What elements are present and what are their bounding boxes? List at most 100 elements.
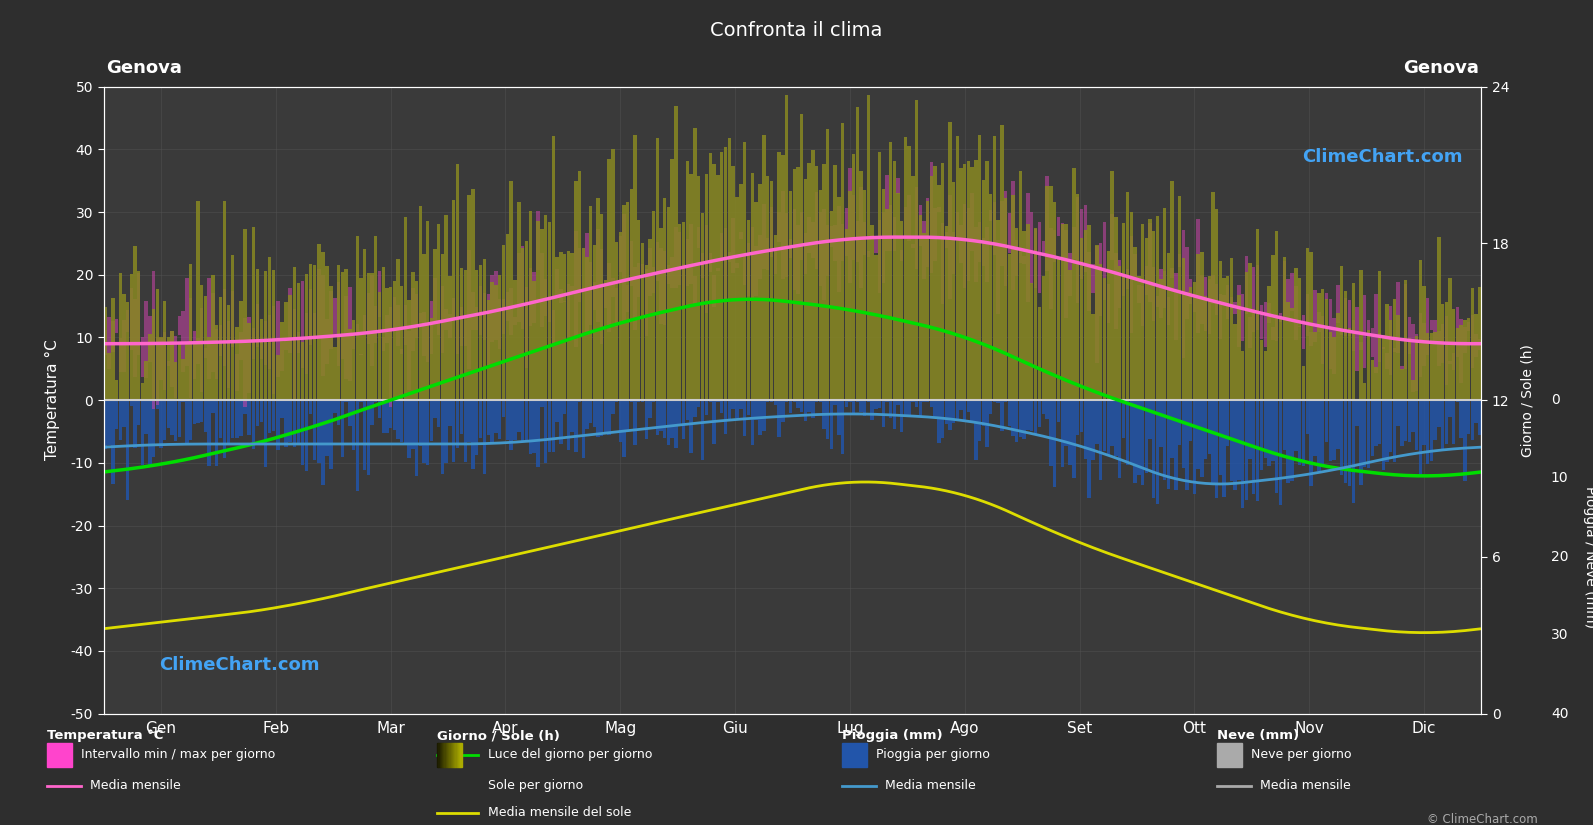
Bar [859,400,863,412]
Bar [1026,224,1029,400]
Bar [104,331,107,355]
Bar [400,349,403,355]
Bar [723,148,728,400]
Bar [578,248,581,302]
Bar [761,204,766,269]
Bar [800,400,803,412]
Bar [1351,284,1356,400]
Bar [129,274,134,400]
Bar [389,286,392,400]
Bar [897,400,900,405]
Bar [352,320,355,400]
Bar [524,286,529,369]
Bar [1126,400,1129,465]
Bar [419,400,422,446]
Bar [1359,270,1362,400]
Bar [1301,315,1305,349]
Bar [1091,264,1094,293]
Bar [551,136,554,400]
Bar [397,305,400,346]
Bar [1392,400,1395,462]
Text: Genova: Genova [1403,59,1478,78]
Bar [1126,269,1129,289]
Bar [1317,293,1321,400]
Bar [1155,400,1160,504]
Bar [280,400,284,418]
Bar [151,309,155,400]
Bar [1325,400,1329,442]
Bar [596,229,599,322]
Bar [1359,400,1362,485]
Bar [596,400,599,437]
Bar [1255,265,1260,330]
Bar [467,195,472,400]
Bar [392,280,397,400]
Bar [811,400,814,417]
Bar [255,270,260,400]
Bar [1442,400,1445,450]
Bar [284,400,288,447]
Bar [360,400,363,402]
Bar [129,400,134,407]
Bar [452,298,456,318]
Bar [196,201,199,400]
Bar [491,400,494,444]
Bar [344,400,347,402]
Bar [1408,338,1411,400]
Bar [1227,285,1230,319]
Bar [475,400,478,455]
Bar [1249,263,1252,400]
Bar [1431,320,1434,330]
Bar [1207,400,1211,455]
Bar [366,293,370,344]
Bar [1069,271,1072,400]
Bar [640,243,644,400]
Bar [1241,400,1244,508]
Bar [1437,331,1440,366]
Bar [1351,400,1356,502]
Bar [1244,256,1247,314]
Bar [881,189,886,400]
Text: Luce del giorno per giorno: Luce del giorno per giorno [487,748,652,761]
Bar [366,400,370,475]
Bar [433,249,436,400]
Text: Confronta il clima: Confronta il clima [710,21,883,40]
Bar [1163,271,1166,308]
Bar [1031,212,1034,284]
Bar [660,229,663,400]
Bar [559,400,562,444]
Bar [720,233,723,259]
Bar [833,165,836,400]
Bar [615,288,618,327]
Bar [1378,271,1381,400]
Bar [1467,322,1470,332]
Bar [352,400,355,450]
Bar [400,285,403,400]
Bar [1012,400,1015,436]
Bar [941,163,945,400]
Bar [148,334,151,400]
Bar [529,211,532,400]
Bar [1144,400,1149,473]
Bar [280,322,284,400]
Bar [486,295,491,365]
Bar [570,285,573,293]
Bar [945,400,948,424]
Bar [1364,400,1367,468]
Bar [1351,320,1356,351]
Bar [937,186,940,400]
Bar [777,400,781,437]
Bar [296,332,299,353]
Text: Sole per giorno: Sole per giorno [487,780,583,792]
Bar [970,193,973,251]
Bar [911,400,914,402]
Bar [739,232,742,239]
Bar [529,267,532,326]
Bar [1419,314,1423,376]
Bar [436,224,441,400]
Bar [1389,306,1392,375]
Bar [992,202,996,255]
Bar [1233,323,1236,400]
Bar [742,257,747,285]
Bar [1211,192,1214,400]
